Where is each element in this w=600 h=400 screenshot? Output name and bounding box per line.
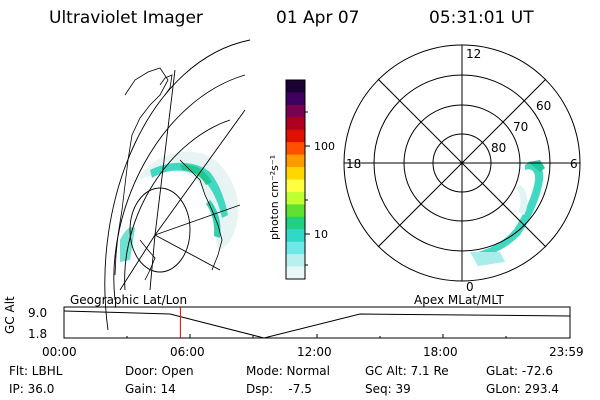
geo-meridian-6: [149, 234, 156, 291]
geographic-map: [104, 39, 251, 331]
polar-mlt-plot: [343, 44, 581, 282]
polar-label-0: 0: [466, 280, 474, 294]
info-door: Door: Open: [125, 364, 194, 378]
info-mode: Mode: Normal: [246, 364, 330, 378]
info-dsp: Dsp: -7.5: [246, 382, 312, 396]
polar-lat-80: 80: [491, 141, 506, 155]
polar-label-12: 12: [466, 47, 481, 61]
colorbar-gradient: [286, 80, 305, 280]
colorbar-cell: [286, 216, 305, 230]
colorbar-label-100: 100: [314, 140, 335, 153]
coastline-peninsula: [179, 159, 223, 271]
timeline-frame: [63, 306, 571, 339]
colorbar-cell: [286, 266, 305, 280]
polar-label-6: 6: [570, 157, 578, 171]
colorbar-cell: [286, 92, 305, 106]
info-filter: Flt: LBHL: [9, 364, 63, 378]
colorbar-cell: [286, 142, 305, 156]
colorbar-cell: [286, 167, 305, 180]
colorbar-cell: [286, 191, 305, 205]
geo-aurora-emission: [120, 151, 239, 262]
geo-lat-circle-3: [124, 119, 231, 291]
timeline-y-top: 9.0: [28, 306, 48, 320]
geo-lat-circle-outer: [104, 39, 251, 331]
instrument-title: Ultraviolet Imager: [49, 8, 203, 28]
coastline-west: [114, 67, 169, 276]
time-label: 05:31:01 UT: [429, 8, 534, 28]
coastline-south: [139, 239, 156, 281]
colorbar-cell: [286, 117, 305, 131]
colorbar: 100 10 photon cm⁻²s⁻¹: [268, 79, 335, 280]
coastline-island: [159, 74, 173, 96]
colorbar-cell: [286, 104, 305, 118]
info-seq: Seq: 39: [365, 382, 411, 396]
altitude-curve: [63, 310, 571, 339]
info-gain: Gain: 14: [125, 382, 176, 396]
polar-lat-60: 60: [536, 99, 551, 113]
x-tick-1200: 12:00: [297, 345, 332, 359]
geo-meridian-4: [119, 234, 156, 291]
x-tick-0000: 00:00: [42, 345, 77, 359]
x-tick-1800: 18:00: [423, 345, 458, 359]
colorbar-cell: [286, 179, 305, 193]
x-tick-2359: 23:59: [549, 345, 584, 359]
timeline-left-label: Geographic Lat/Lon: [70, 293, 188, 307]
colorbar-unit-label: photon cm⁻²s⁻¹: [268, 155, 281, 240]
colorbar-cell: [286, 80, 305, 93]
geo-lat-circle-inner: [129, 187, 191, 273]
info-gc-alt: GC Alt: 7.1 Re: [365, 364, 449, 378]
polar-diagonal-2: [377, 78, 547, 248]
timeline-y-bottom: 1.8: [28, 327, 48, 341]
colorbar-cell: [286, 154, 305, 168]
geo-meridian-1: [154, 109, 246, 236]
polar-lat-70: 70: [513, 120, 528, 134]
x-tick-0600: 06:00: [170, 345, 205, 359]
polar-label-18: 18: [346, 157, 361, 171]
colorbar-cell: [286, 229, 305, 243]
colorbar-frame: [285, 79, 306, 280]
timeline-y-axis-title: GC Alt: [3, 296, 17, 334]
date-label: 01 Apr 07: [276, 8, 360, 28]
geo-meridian-5: [154, 69, 176, 236]
colorbar-cell: [286, 254, 305, 268]
geo-meridian-2: [154, 204, 241, 236]
colorbar-cell: [286, 241, 305, 255]
polar-aurora-emission: [470, 160, 545, 266]
altitude-timeline: [63, 306, 571, 339]
info-glon: GLon: 293.4: [486, 382, 559, 396]
info-ip: IP: 36.0: [9, 382, 55, 396]
geo-meridian-3: [154, 234, 221, 271]
timeline-right-label: Apex MLat/MLT: [414, 293, 504, 307]
colorbar-label-10: 10: [314, 228, 328, 241]
geo-lat-circle-2: [113, 74, 246, 301]
info-glat: GLat: -72.6: [486, 364, 553, 378]
colorbar-cell: [286, 204, 305, 218]
colorbar-cell: [286, 129, 305, 143]
